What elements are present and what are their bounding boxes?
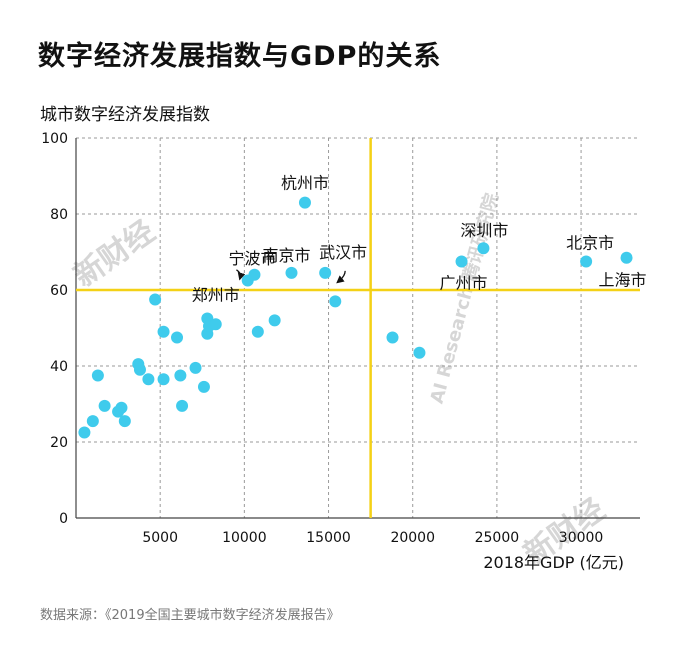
data-point-24 — [248, 268, 261, 281]
y-tick-label-60: 60 — [50, 283, 68, 299]
data-point-2 — [86, 415, 99, 428]
city-label-27: 南京市 — [262, 246, 310, 265]
x-tick-label-10000: 10000 — [222, 530, 267, 546]
data-point-32 — [413, 346, 426, 359]
x-axis-title: 2018年GDP (亿元) — [483, 553, 624, 572]
data-point-10 — [142, 373, 155, 386]
city-label-33: 广州市 — [440, 274, 488, 293]
data-point-27 — [285, 266, 298, 279]
x-tick-label-15000: 15000 — [306, 530, 351, 546]
y-tick-label-100: 100 — [41, 131, 68, 147]
data-point-25 — [251, 325, 264, 338]
label-pointer-arrow-29 — [336, 270, 346, 284]
y-tick-label-80: 80 — [50, 207, 68, 223]
data-point-17 — [189, 361, 202, 374]
city-label-28: 杭州市 — [281, 174, 329, 193]
city-label-34: 深圳市 — [460, 221, 508, 240]
data-point-31 — [386, 331, 399, 344]
y-tick-label-40: 40 — [50, 359, 68, 375]
data-point-16 — [176, 399, 189, 412]
data-point-35 — [580, 255, 593, 268]
city-label-23: 郑州市 — [192, 286, 240, 305]
city-label-29: 武汉市 — [319, 243, 367, 262]
data-point-36 — [620, 251, 633, 264]
data-point-28 — [298, 196, 311, 209]
x-tick-label-25000: 25000 — [475, 530, 520, 546]
data-point-15 — [174, 369, 187, 382]
data-point-26 — [268, 314, 281, 327]
city-label-24: 宁波市 — [228, 249, 276, 268]
y-tick-label-0: 0 — [59, 511, 68, 527]
data-point-33 — [455, 255, 468, 268]
data-point-3 — [91, 369, 104, 382]
data-point-13 — [157, 325, 170, 338]
y-tick-label-20: 20 — [50, 435, 68, 451]
data-point-6 — [115, 401, 128, 414]
data-point-22 — [209, 318, 222, 331]
y-axis-title: 城市数字经济发展指数 — [40, 105, 210, 125]
data-point-30 — [329, 295, 342, 308]
data-point-29 — [319, 266, 332, 279]
data-point-9 — [133, 363, 146, 376]
x-tick-label-20000: 20000 — [390, 530, 435, 546]
data-point-11 — [149, 293, 162, 306]
data-point-1 — [78, 426, 91, 439]
data-point-4 — [98, 399, 111, 412]
x-tick-label-5000: 5000 — [142, 530, 178, 546]
x-tick-label-30000: 30000 — [559, 530, 604, 546]
data-point-7 — [118, 415, 131, 428]
label-pointer-arrow-24 — [236, 269, 246, 281]
chart-title: 数字经济发展指数与GDP的关系 — [38, 41, 442, 72]
watermark-logo-1: 新财经 — [68, 214, 162, 294]
data-point-14 — [171, 331, 184, 344]
data-point-18 — [197, 380, 210, 393]
city-label-35: 北京市 — [566, 234, 614, 253]
data-point-34 — [477, 242, 490, 255]
data-point-12 — [157, 373, 170, 386]
city-label-36: 上海市 — [599, 271, 647, 290]
source-note: 数据来源：《2019全国主要城市数字经济发展报告》 — [40, 608, 340, 623]
